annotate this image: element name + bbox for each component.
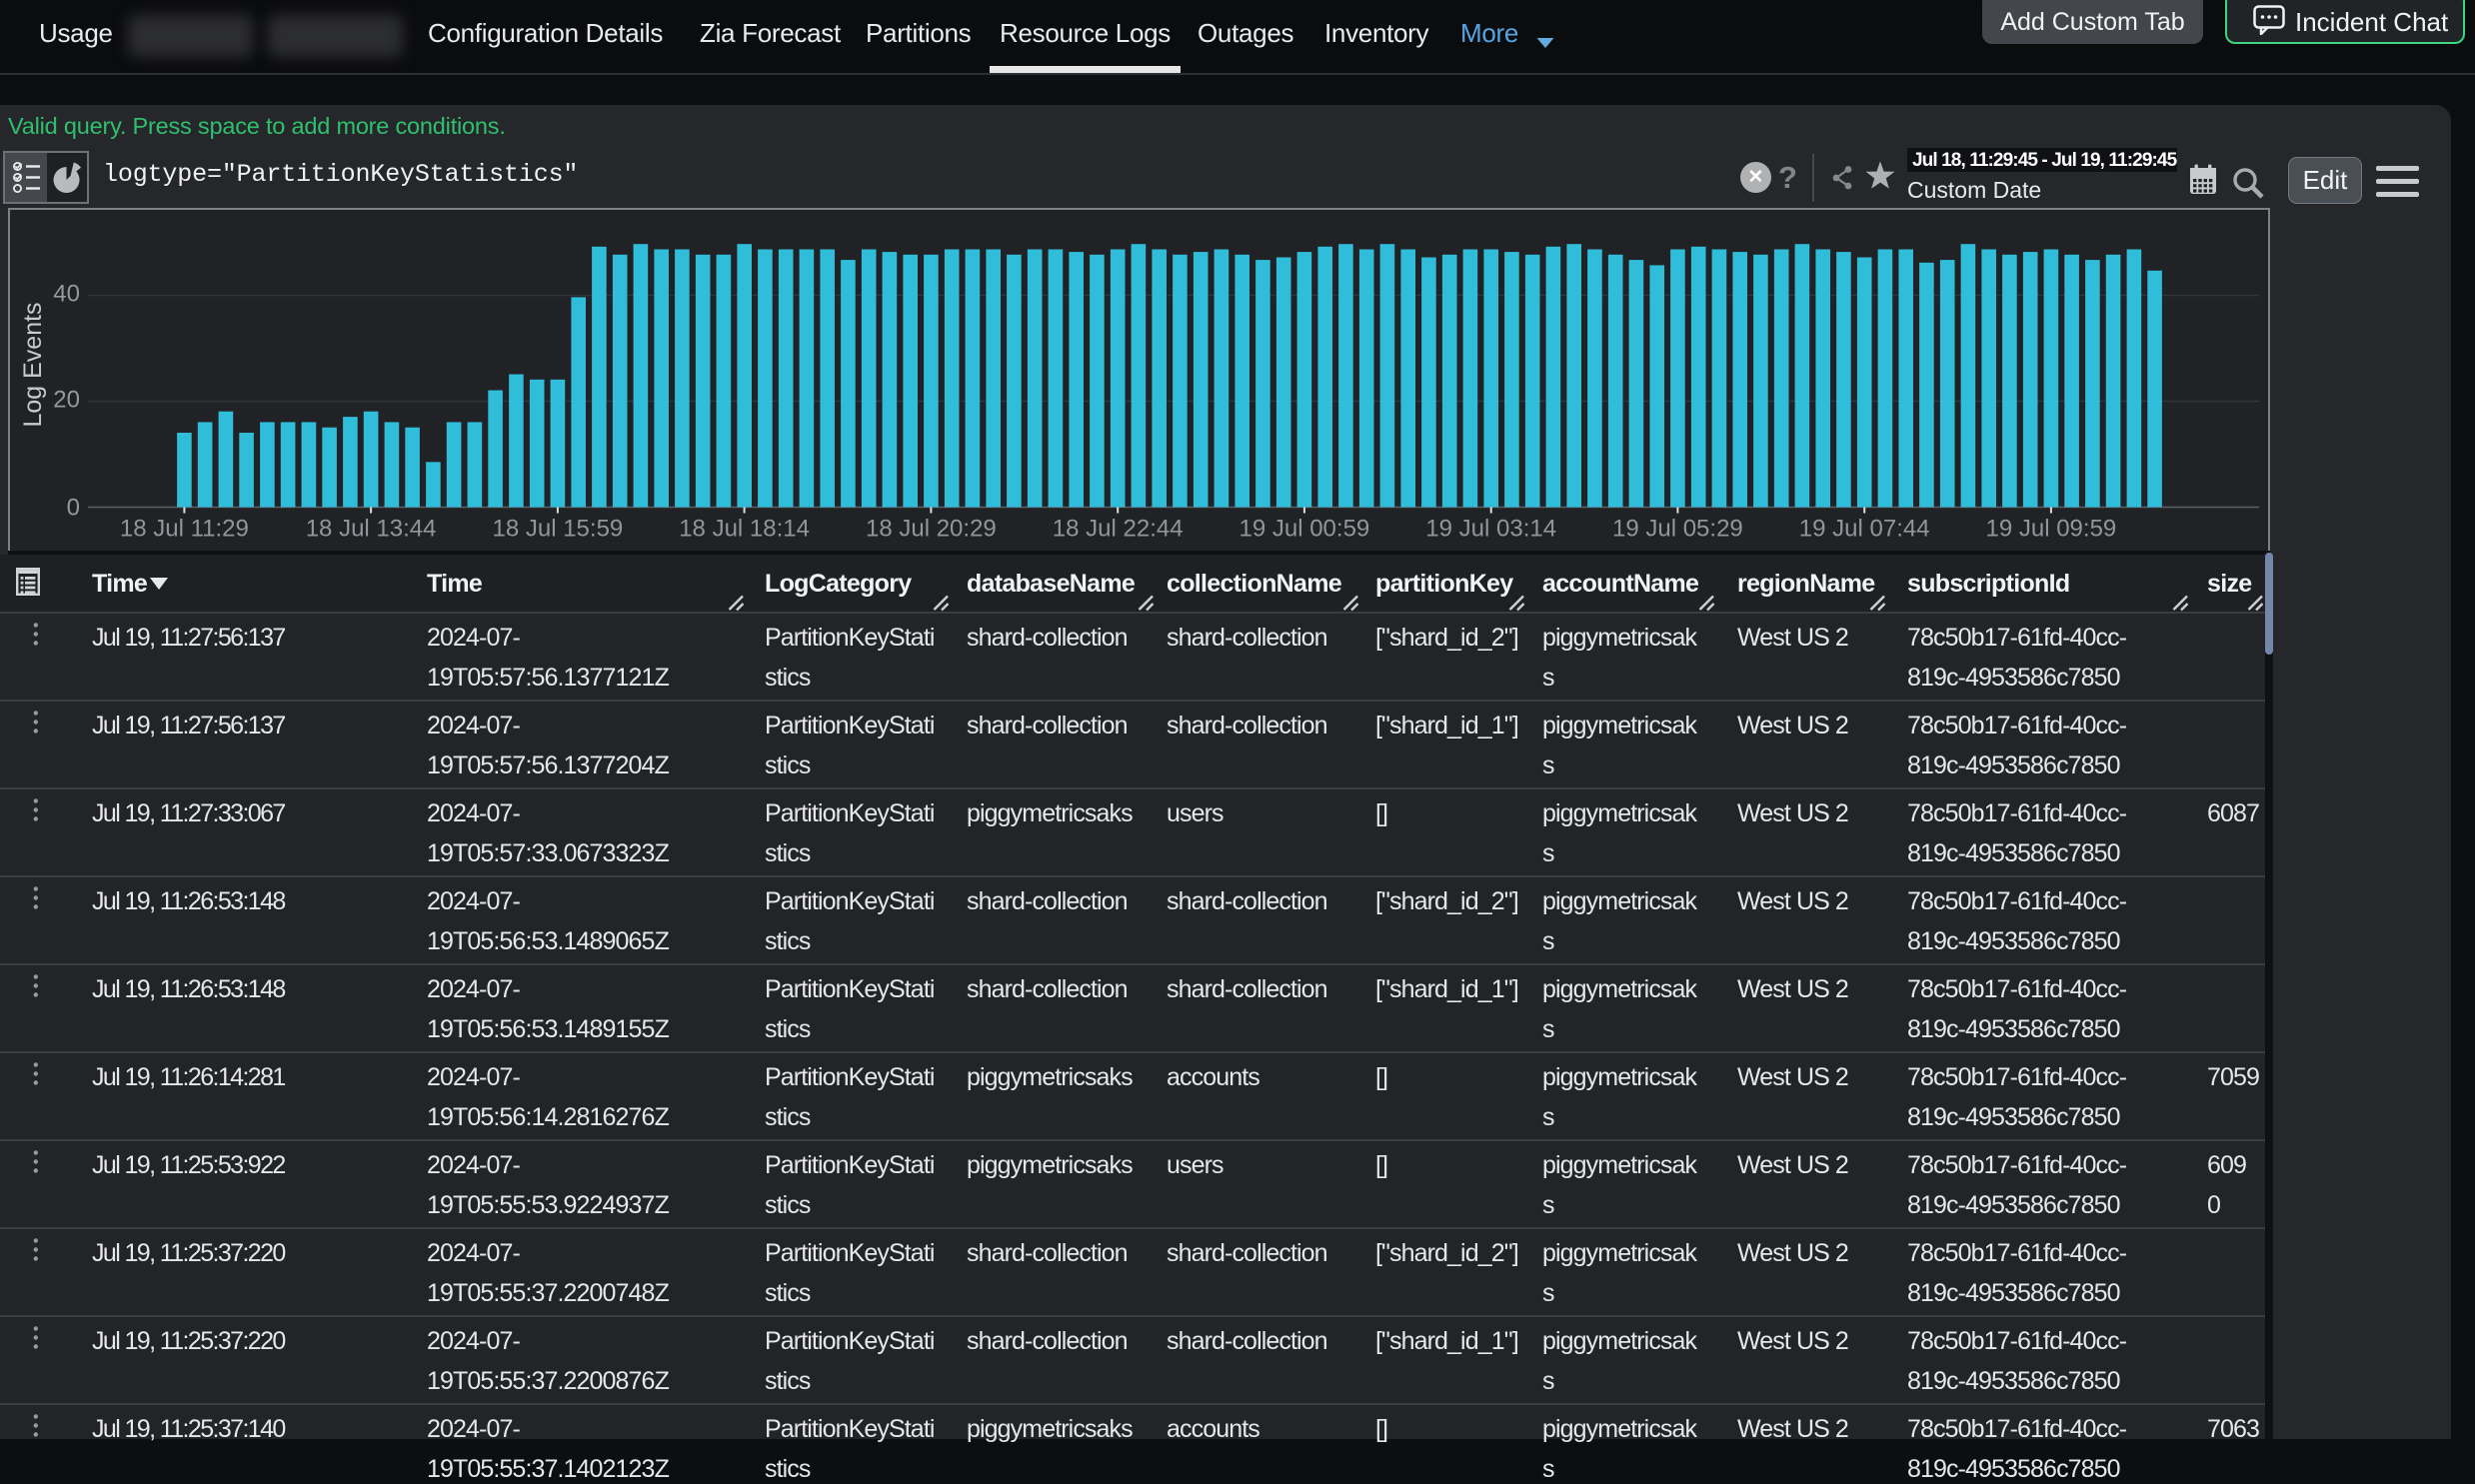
- svg-text:19 Jul 07:44: 19 Jul 07:44: [1799, 516, 1930, 543]
- svg-text:40: 40: [53, 281, 80, 308]
- svg-text:Log Events: Log Events: [19, 302, 47, 427]
- svg-text:18 Jul 18:14: 18 Jul 18:14: [679, 516, 810, 543]
- svg-text:18 Jul 15:59: 18 Jul 15:59: [493, 516, 624, 543]
- svg-text:18 Jul 13:44: 18 Jul 13:44: [306, 516, 437, 543]
- svg-text:18 Jul 11:29: 18 Jul 11:29: [120, 516, 249, 543]
- svg-text:19 Jul 05:29: 19 Jul 05:29: [1612, 516, 1743, 543]
- svg-text:0: 0: [67, 495, 80, 522]
- svg-text:18 Jul 22:44: 18 Jul 22:44: [1053, 516, 1184, 543]
- svg-text:18 Jul 20:29: 18 Jul 20:29: [866, 516, 997, 543]
- svg-text:19 Jul 00:59: 19 Jul 00:59: [1239, 516, 1370, 543]
- svg-text:19 Jul 03:14: 19 Jul 03:14: [1425, 516, 1556, 543]
- svg-text:19 Jul 09:59: 19 Jul 09:59: [1986, 516, 2117, 543]
- svg-text:20: 20: [53, 387, 80, 414]
